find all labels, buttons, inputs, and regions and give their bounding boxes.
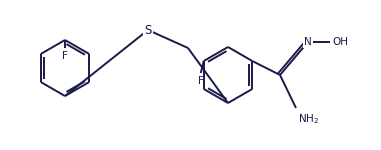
Text: OH: OH <box>332 37 348 47</box>
Text: N: N <box>304 37 312 47</box>
Text: F: F <box>198 76 204 86</box>
Text: S: S <box>144 24 152 36</box>
Text: NH$_2$: NH$_2$ <box>298 112 319 126</box>
Text: F: F <box>62 51 68 61</box>
